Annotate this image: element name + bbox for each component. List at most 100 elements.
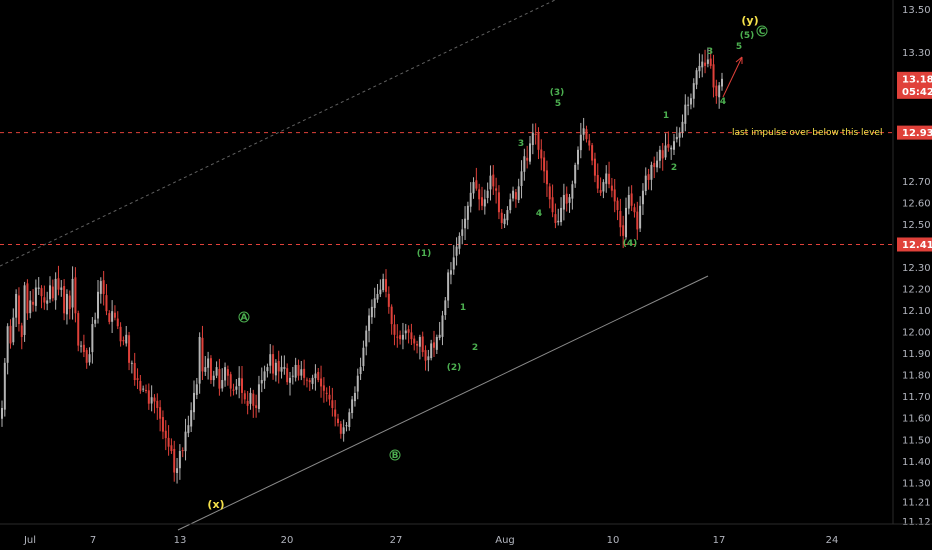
candle-body (673, 141, 675, 150)
candle-body (509, 199, 512, 211)
candle-body (438, 334, 441, 338)
wave-label: 5 (736, 42, 742, 52)
candle-body (113, 312, 116, 318)
y-axis: 13.50 13.30 12.70 12.60 12.50 12.30 12.20 12.10… (892, 0, 932, 528)
candle-body (351, 399, 354, 414)
candle-body (404, 330, 407, 334)
candle-body (554, 214, 557, 223)
candle-body (246, 400, 249, 406)
candle-body (266, 367, 269, 372)
wave-label: 5 (555, 99, 561, 109)
x-tick-label: 17 (713, 535, 726, 546)
candle-body (221, 380, 224, 389)
trend-lines (0, 0, 709, 531)
wave-label: 1 (663, 111, 669, 121)
candle-body (43, 297, 46, 303)
candle-body (20, 325, 23, 337)
candle-body (314, 373, 317, 379)
candle-body (715, 85, 718, 97)
candle-body (520, 171, 523, 186)
candle-body (328, 394, 331, 400)
candle-body (150, 397, 153, 404)
wave-label: (4) (623, 239, 638, 249)
y-tick-label: 11.12 (902, 517, 931, 528)
level-badge-1: 12.41 (897, 237, 932, 252)
candle-body (337, 418, 339, 424)
candle-body (105, 295, 108, 312)
candle-body (489, 175, 492, 190)
wave-label: (y) (741, 14, 758, 27)
candle-body (9, 325, 12, 344)
candle-body (622, 225, 625, 236)
candle-body (562, 195, 565, 210)
candle-body (531, 132, 534, 145)
candle-body (469, 192, 472, 207)
wave-label: 2 (671, 163, 677, 173)
candle-body (512, 190, 515, 199)
current-price-value: 13.18 (902, 74, 932, 85)
candle-body (305, 379, 308, 381)
candle-body (644, 175, 647, 192)
candle-body (370, 306, 373, 318)
candle-body (362, 347, 365, 367)
candle-body (368, 315, 371, 331)
candle-body (416, 343, 419, 346)
candle-body (543, 157, 546, 172)
candle-body (249, 392, 252, 404)
lower-trend-line (177, 275, 709, 531)
wave-label-circle-c: C (756, 25, 768, 37)
candle-body (701, 61, 704, 68)
candle-body (12, 317, 15, 343)
candle-body (401, 334, 404, 340)
candle-body (345, 425, 348, 427)
candle-body (63, 286, 66, 314)
wave-label: 3 (707, 47, 713, 57)
candle-body (257, 384, 260, 409)
wave-label: 4 (536, 209, 542, 219)
candle-body (661, 150, 664, 159)
candle-body (608, 173, 611, 185)
candle-body (6, 326, 9, 363)
y-tick-label: 12.50 (902, 220, 931, 231)
candle-body (289, 377, 291, 383)
candle-body (500, 212, 503, 223)
candle-body (492, 174, 495, 187)
candle-body (311, 377, 314, 384)
candle-body (588, 140, 591, 146)
x-tick-label: 24 (826, 535, 839, 546)
candle-body (130, 362, 133, 364)
candle-body (272, 354, 275, 374)
candle-body (464, 218, 467, 229)
candle-body (204, 367, 207, 372)
candle-body (461, 229, 464, 236)
candle-body (548, 186, 551, 200)
wave-circle-icon (389, 449, 401, 461)
candle-body (161, 417, 164, 432)
x-tick-label: 7 (90, 535, 96, 546)
candle-body (17, 295, 20, 325)
candle-body (568, 197, 571, 203)
candle-body (119, 326, 122, 342)
annotation-text: last impulse over below this level (732, 128, 882, 138)
candle-body (173, 448, 176, 473)
candle-body (534, 133, 537, 135)
candle-body (153, 397, 156, 402)
candle-body (545, 170, 548, 185)
candle-body (466, 205, 469, 220)
candle-body (269, 354, 272, 366)
candle-body (297, 365, 300, 376)
candle-body (342, 427, 345, 434)
candle-body (540, 149, 543, 159)
candle-body (523, 156, 526, 172)
candle-body (591, 145, 594, 161)
level-badge-bg (897, 237, 932, 252)
candle-body (320, 378, 323, 387)
candle-body (49, 285, 51, 300)
wave-label: 4 (720, 97, 726, 107)
candle-body (145, 389, 147, 391)
candle-body (365, 330, 368, 347)
candle-body (116, 318, 119, 327)
